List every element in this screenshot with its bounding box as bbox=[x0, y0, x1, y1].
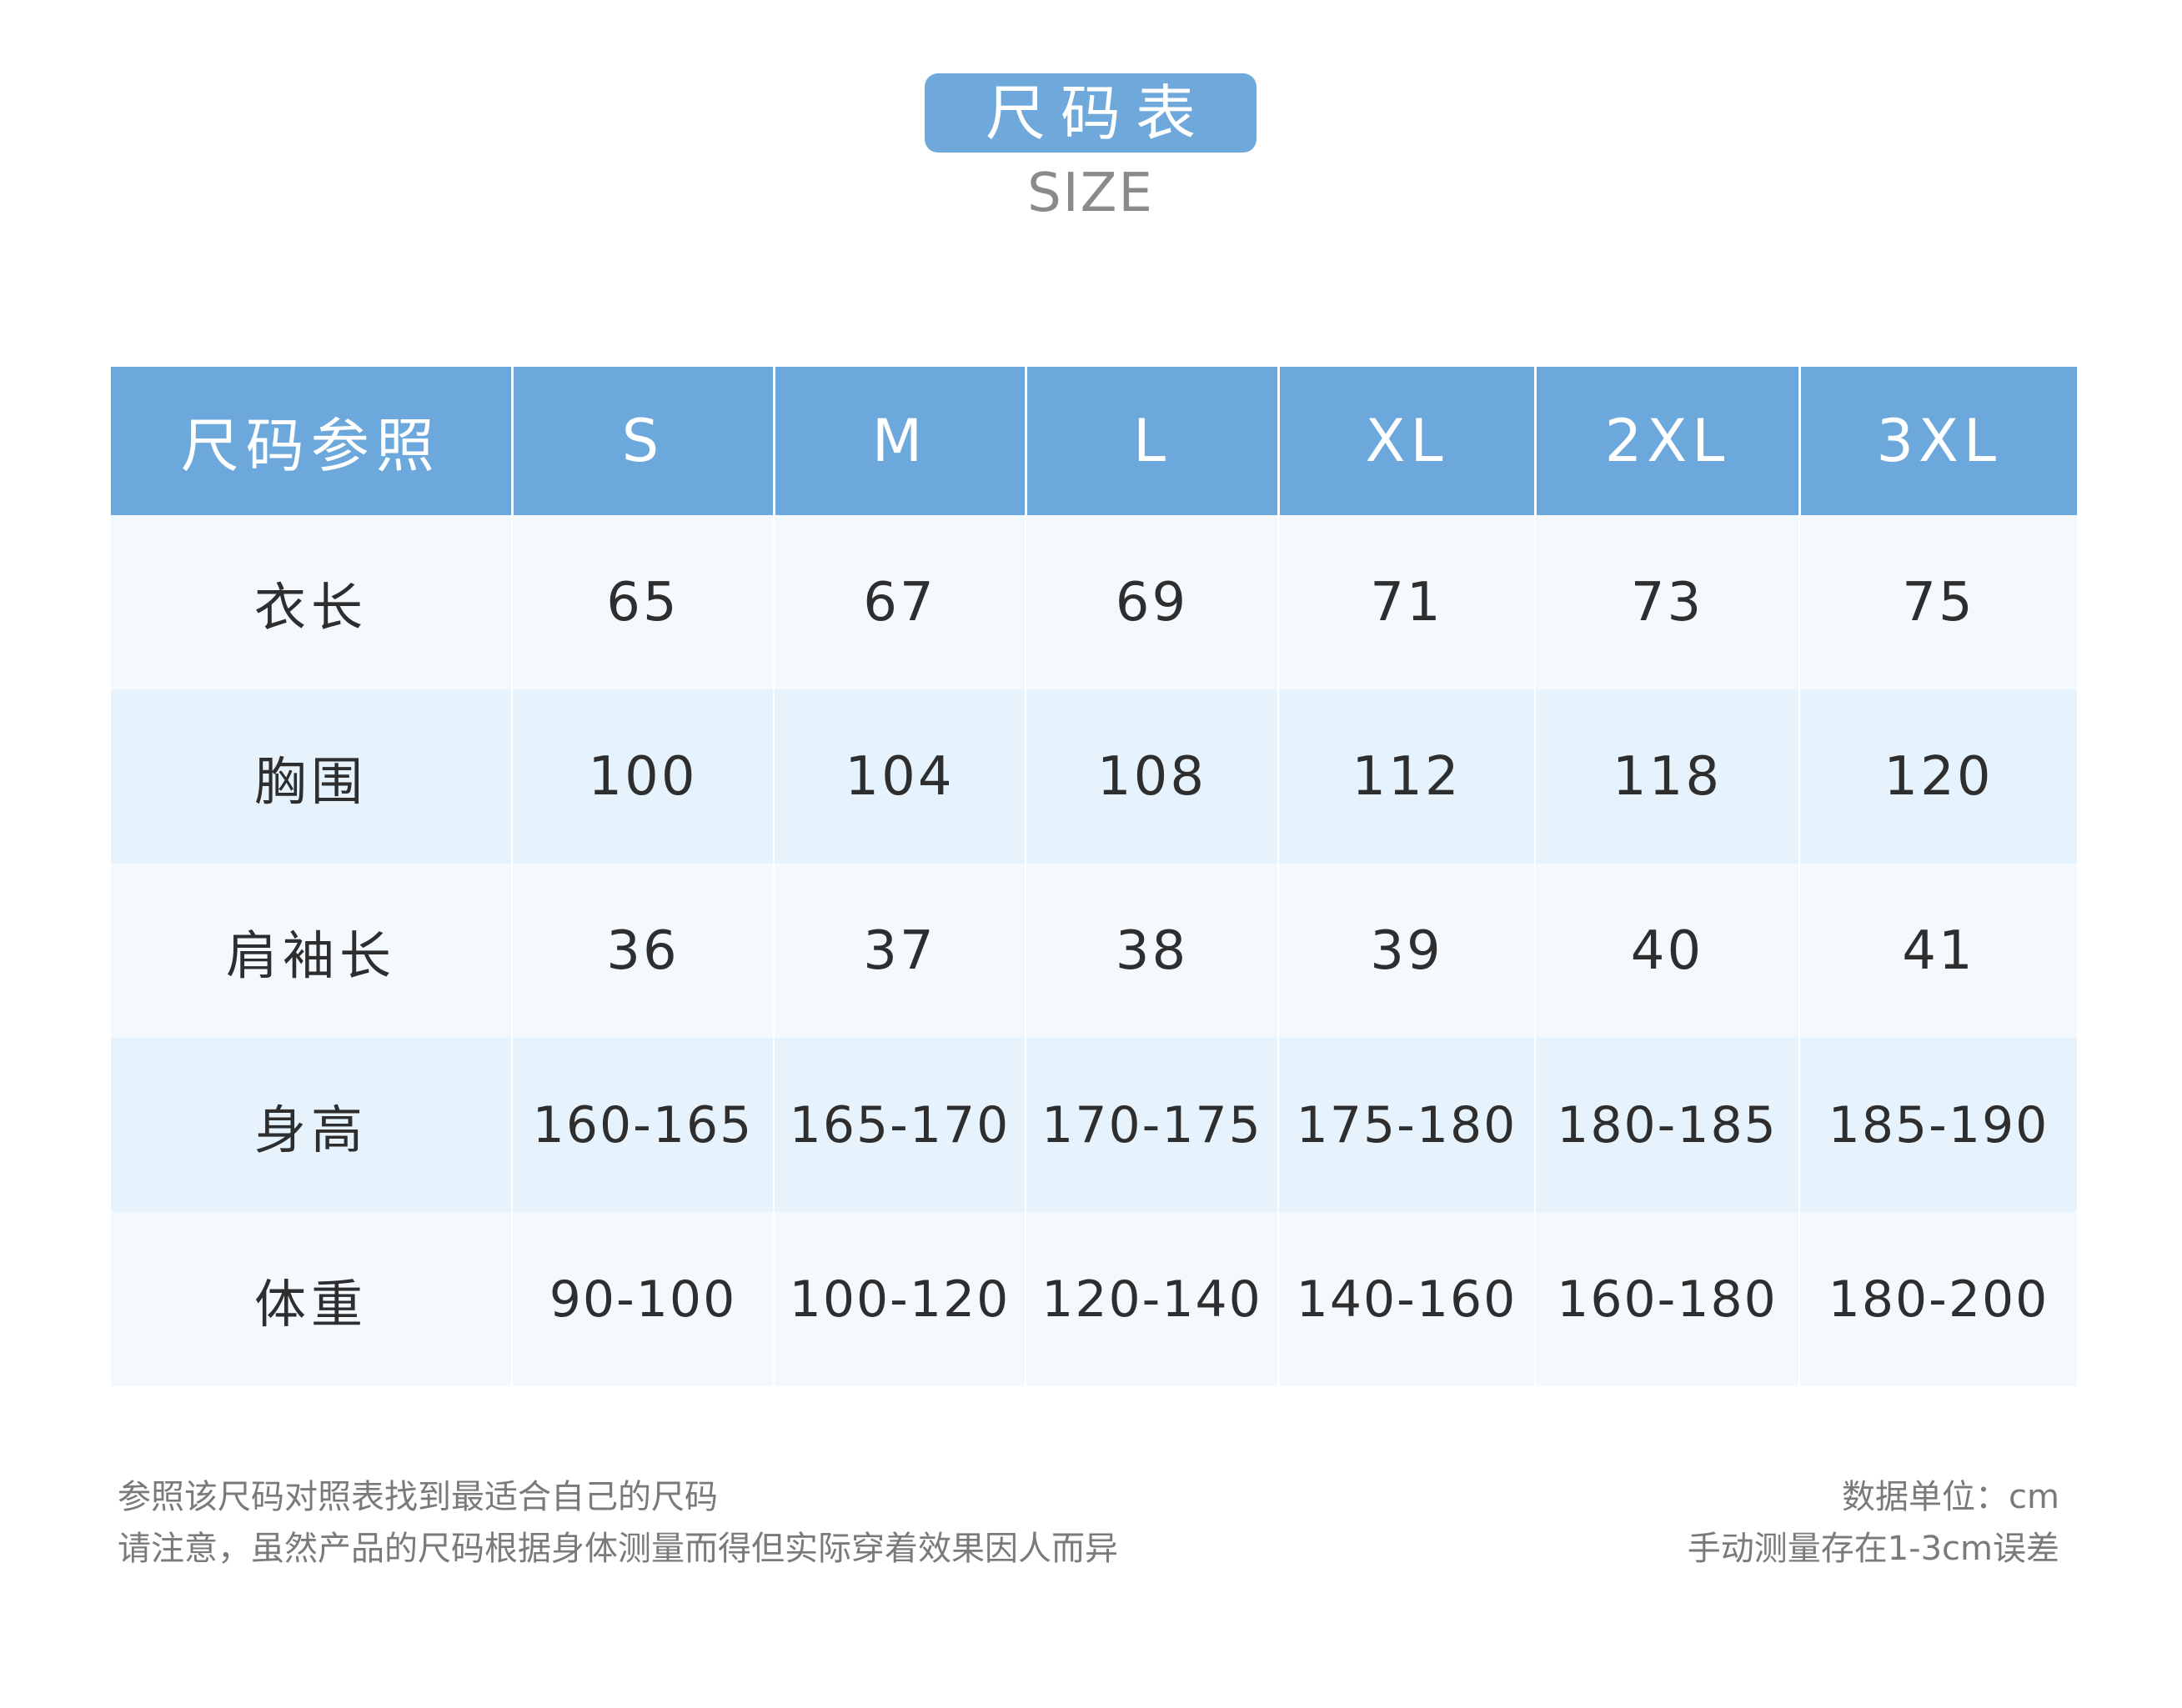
table-cell: 41 bbox=[1798, 864, 2077, 1038]
table-cell: 69 bbox=[1025, 515, 1278, 689]
header-size-l: L bbox=[1024, 367, 1278, 515]
note-line: 请注意，虽然产品的尺码根据身体测量而得但实际穿着效果因人而异 bbox=[118, 1530, 1118, 1568]
header-size-s: S bbox=[510, 367, 774, 515]
error-note: 手动测量存在1-3cm误差 bbox=[1687, 1530, 2059, 1568]
header-size-3xl: 3XL bbox=[1798, 367, 2077, 515]
table-row-chest: 胸围 100 104 108 112 118 120 bbox=[111, 689, 2077, 864]
page-subtitle: SIZE bbox=[1027, 163, 1154, 224]
table-cell: 175-180 bbox=[1277, 1038, 1535, 1212]
table-cell: 71 bbox=[1277, 515, 1535, 689]
table-cell: 36 bbox=[511, 864, 774, 1038]
table-cell: 120-140 bbox=[1025, 1212, 1278, 1386]
table-cell: 108 bbox=[1025, 689, 1278, 864]
table-cell: 112 bbox=[1277, 689, 1535, 864]
size-guide-notes: 参照该尺码对照表找到最适合自己的尺码 请注意，虽然产品的尺码根据身体测量而得但实… bbox=[118, 1471, 1118, 1575]
title-badge: 尺码表 bbox=[925, 73, 1257, 153]
table-cell: 160-165 bbox=[511, 1038, 774, 1212]
table-cell: 104 bbox=[773, 689, 1026, 864]
row-label: 肩袖长 bbox=[111, 864, 512, 1038]
table-cell: 170-175 bbox=[1025, 1038, 1278, 1212]
measurement-notes: 数据单位：cm 手动测量存在1-3cm误差 bbox=[1688, 1471, 2059, 1575]
table-cell: 67 bbox=[773, 515, 1026, 689]
table-cell: 100 bbox=[511, 689, 774, 864]
row-label: 体重 bbox=[111, 1212, 512, 1386]
table-cell: 165-170 bbox=[773, 1038, 1026, 1212]
table-cell: 40 bbox=[1534, 864, 1799, 1038]
row-label: 身高 bbox=[111, 1038, 512, 1212]
table-row-length: 衣长 65 67 69 71 73 75 bbox=[111, 515, 2077, 689]
table-cell: 73 bbox=[1534, 515, 1799, 689]
table-header-row: 尺码参照 S M L XL 2XL 3XL bbox=[111, 367, 2077, 515]
header-size-xl: XL bbox=[1277, 367, 1535, 515]
unit-note: 数据单位：cm bbox=[1842, 1478, 2059, 1516]
row-label: 衣长 bbox=[111, 515, 512, 689]
table-cell: 120 bbox=[1798, 689, 2077, 864]
table-cell: 180-185 bbox=[1534, 1038, 1799, 1212]
table-cell: 140-160 bbox=[1277, 1212, 1535, 1386]
table-cell: 38 bbox=[1025, 864, 1278, 1038]
table-cell: 160-180 bbox=[1534, 1212, 1799, 1386]
header-size-2xl: 2XL bbox=[1533, 367, 1799, 515]
header-size-m: M bbox=[772, 367, 1026, 515]
table-row-height: 身高 160-165 165-170 170-175 175-180 180-1… bbox=[111, 1038, 2077, 1212]
row-label: 胸围 bbox=[111, 689, 512, 864]
table-row-sleeve: 肩袖长 36 37 38 39 40 41 bbox=[111, 864, 2077, 1038]
header-corner-label: 尺码参照 bbox=[111, 367, 512, 515]
table-cell: 90-100 bbox=[511, 1212, 774, 1386]
table-row-weight: 体重 90-100 100-120 120-140 140-160 160-18… bbox=[111, 1212, 2077, 1386]
table-cell: 65 bbox=[511, 515, 774, 689]
table-cell: 185-190 bbox=[1798, 1038, 2077, 1212]
table-cell: 37 bbox=[773, 864, 1026, 1038]
table-cell: 39 bbox=[1277, 864, 1535, 1038]
page-title: 尺码表 bbox=[985, 78, 1211, 148]
table-cell: 118 bbox=[1534, 689, 1799, 864]
table-cell: 180-200 bbox=[1798, 1212, 2077, 1386]
size-chart-table: 尺码参照 S M L XL 2XL 3XL 衣长 65 67 69 71 73 … bbox=[111, 367, 2077, 1386]
note-line: 参照该尺码对照表找到最适合自己的尺码 bbox=[118, 1478, 718, 1516]
table-cell: 75 bbox=[1798, 515, 2077, 689]
table-cell: 100-120 bbox=[773, 1212, 1026, 1386]
